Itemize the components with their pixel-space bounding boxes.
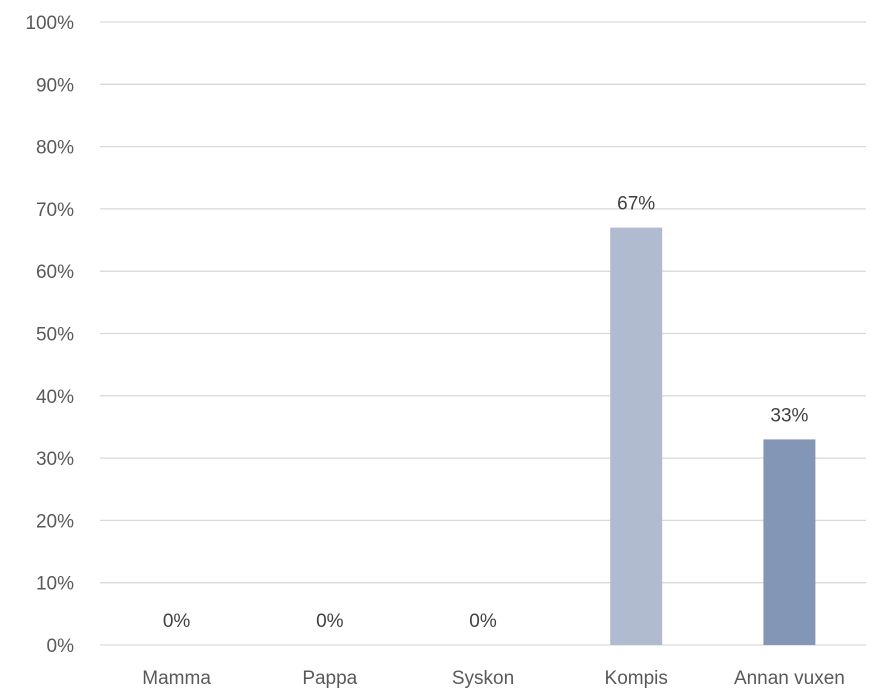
y-tick-label: 20% — [36, 511, 74, 532]
y-axis-ticks: 0% 10% 20% 30% 40% 50% 60% 70% 80% 90% 100% — [25, 13, 74, 657]
y-tick-label: 0% — [47, 636, 75, 657]
x-axis-categories: Mamma Pappa Syskon Kompis Annan vuxen — [142, 668, 845, 689]
bar-annan-vuxen — [763, 439, 816, 645]
bar-kompis — [610, 227, 663, 645]
data-label: 67% — [617, 194, 655, 215]
data-label: 0% — [469, 611, 497, 632]
data-label: 0% — [163, 611, 191, 632]
y-tick-label: 40% — [36, 387, 74, 408]
data-labels: 0% 0% 0% 67% 33% — [163, 194, 809, 632]
y-tick-label: 100% — [25, 13, 74, 34]
y-tick-label: 10% — [36, 574, 74, 595]
data-label: 33% — [770, 405, 808, 426]
y-tick-label: 60% — [36, 262, 74, 283]
y-tick-label: 70% — [36, 200, 74, 221]
bars — [610, 227, 816, 645]
y-tick-label: 30% — [36, 449, 74, 470]
x-category-label: Annan vuxen — [734, 668, 845, 689]
x-category-label: Mamma — [142, 668, 211, 689]
data-label: 0% — [316, 611, 344, 632]
y-tick-label: 90% — [36, 75, 74, 96]
x-category-label: Syskon — [452, 668, 514, 689]
y-tick-label: 50% — [36, 325, 74, 346]
y-tick-label: 80% — [36, 138, 74, 159]
x-category-label: Kompis — [605, 668, 668, 689]
x-category-label: Pappa — [302, 668, 357, 689]
gridlines — [100, 21, 866, 646]
